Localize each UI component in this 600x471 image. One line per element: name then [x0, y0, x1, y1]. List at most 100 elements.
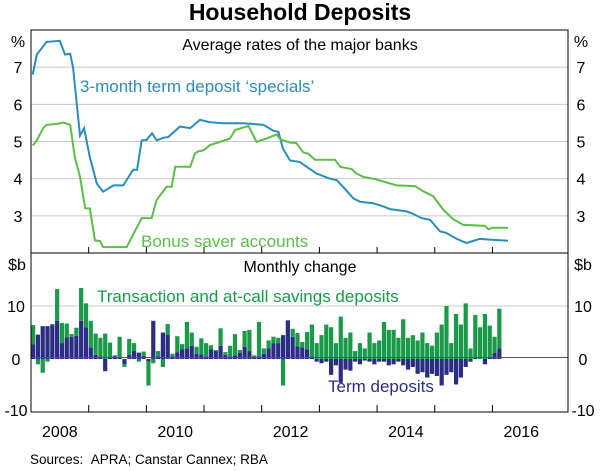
term-deposit-bar: [165, 334, 170, 359]
transaction-deposit-bar: [304, 331, 310, 350]
term-deposit-bar: [136, 352, 141, 359]
rate-lines: [31, 39, 509, 249]
transaction-deposit-bar: [377, 340, 382, 359]
term-deposit-bar: [425, 359, 430, 378]
term-deposit-bar: [107, 357, 113, 359]
term-deposit-bar: [208, 349, 214, 359]
term-deposit-bar: [83, 327, 89, 359]
x-tick-label: 2012: [273, 424, 309, 441]
term-deposit-bar: [74, 335, 79, 359]
term-deposit-bar: [463, 359, 468, 367]
term-deposit-bar: [35, 334, 41, 359]
transaction-deposit-bar: [261, 348, 266, 354]
legend-term-deposits: Term deposits: [328, 377, 434, 396]
y-unit-right-top: %: [574, 34, 588, 51]
term-deposit-bar: [343, 359, 348, 370]
transaction-deposit-bar: [45, 359, 50, 362]
transaction-deposit-bar: [165, 324, 170, 335]
transaction-deposit-bar: [237, 349, 242, 353]
y-tick-label-right: 7: [577, 60, 586, 77]
term-deposit-bar: [252, 357, 257, 359]
term-deposit-bar: [79, 320, 84, 359]
y-tick-label-left: 0: [12, 352, 21, 369]
transaction-deposit-bar: [155, 351, 161, 357]
term-deposit-bar: [434, 359, 439, 376]
y-unit-left-top: %: [11, 34, 25, 51]
transaction-deposit-bar: [107, 342, 113, 358]
term-deposit-bar: [175, 352, 180, 359]
term-deposit-bar: [127, 354, 132, 359]
x-tick-label: 2014: [388, 424, 424, 441]
transaction-deposit-bar: [410, 335, 415, 359]
transaction-deposit-bar: [497, 308, 502, 349]
x-axis-ticks: 2008 2010 2012 2014 2016: [42, 247, 539, 441]
transaction-deposit-bar: [444, 306, 449, 359]
term-deposit-bar: [45, 326, 50, 359]
y-tick-label-left: 4: [14, 172, 23, 189]
term-deposit-bar: [377, 359, 382, 362]
transaction-deposit-bar: [357, 343, 363, 359]
term-deposit-bar: [64, 337, 69, 359]
transaction-deposit-bar: [184, 321, 190, 349]
transaction-deposit-bar: [175, 336, 180, 353]
transaction-deposit-bar: [55, 289, 60, 321]
transaction-deposit-bar: [93, 333, 98, 355]
transaction-deposit-bar: [127, 338, 132, 355]
transaction-deposit-bar: [324, 324, 329, 359]
transaction-deposit-bar: [309, 324, 314, 357]
term-deposit-bar: [189, 345, 194, 359]
transaction-deposit-bar: [151, 359, 156, 364]
transaction-deposit-bar: [194, 346, 199, 354]
transaction-deposit-bar: [482, 313, 488, 359]
term-deposit-bar: [151, 320, 156, 359]
transaction-deposit-bar: [228, 345, 233, 357]
term-deposit-bar: [386, 359, 391, 366]
transaction-deposit-bar: [353, 351, 358, 359]
transaction-deposit-bar: [329, 327, 334, 359]
y-tick-label-right: -10: [571, 403, 594, 420]
transaction-deposit-bar: [170, 353, 175, 357]
term-deposit-bar: [492, 352, 497, 359]
term-deposit-bar: [131, 351, 137, 359]
transaction-deposit-bar: [266, 340, 271, 349]
transaction-deposit-bar: [425, 343, 430, 359]
term-deposit-bar: [93, 354, 98, 359]
term-deposit-bar: [314, 359, 319, 362]
transaction-deposit-bar: [290, 328, 295, 337]
term-deposit-bar: [391, 359, 396, 365]
term-deposit-bar: [362, 359, 367, 361]
transaction-deposit-bar: [69, 334, 74, 337]
x-tick-label: 2016: [503, 424, 539, 441]
transaction-deposit-bar: [98, 337, 103, 357]
legend-bonus-saver: Bonus saver accounts: [141, 232, 308, 251]
y-tick-label-right: 0: [579, 352, 588, 369]
transaction-deposit-bar: [439, 324, 444, 359]
term-deposit-bar: [242, 346, 247, 359]
term-deposit-bar: [444, 359, 449, 375]
transaction-deposit-bar: [473, 315, 478, 358]
transaction-deposit-bar: [386, 329, 391, 359]
bottom-panel-title: Monthly change: [244, 259, 357, 276]
term-deposit-bar: [338, 359, 343, 383]
y-tick-label-left: 5: [14, 135, 23, 152]
transaction-deposit-bar: [88, 320, 93, 348]
transaction-deposit-bar: [247, 329, 252, 352]
term-deposit-bar: [381, 359, 387, 362]
transaction-deposit-bar: [276, 337, 281, 344]
transaction-deposit-bar: [492, 336, 497, 353]
transaction-deposit-bar: [31, 325, 36, 345]
term-deposit-bar: [271, 343, 276, 359]
term-deposit-bar: [319, 359, 324, 364]
term-deposit-bar: [420, 359, 425, 373]
term-deposit-bar: [55, 320, 60, 359]
term-deposit-bar: [473, 357, 478, 359]
term-deposit-bar: [237, 352, 242, 359]
term-deposit-bar: [59, 343, 65, 359]
transaction-deposit-bar: [64, 323, 69, 338]
term-deposit-bar: [117, 357, 122, 359]
y-tick-label-left: -10: [4, 403, 27, 420]
legend-transaction-deposits: Transaction and at-call savings deposits: [97, 287, 399, 306]
transaction-deposit-bar: [319, 335, 324, 359]
x-tick-label: 2008: [42, 424, 78, 441]
transaction-deposit-bar: [429, 345, 435, 359]
